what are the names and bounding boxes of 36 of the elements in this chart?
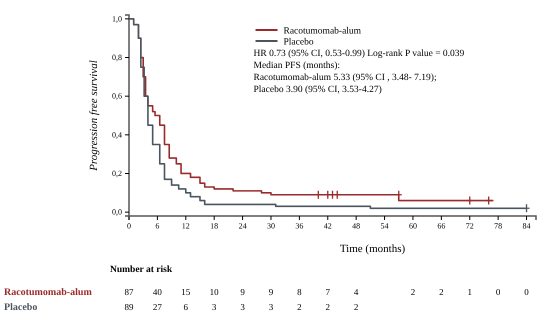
annotation: Median PFS (months): (254, 61, 340, 71)
text: 89 27 6 3 3 3 2 2 2 (124, 302, 358, 312)
x-tick-label: 36 (295, 222, 304, 231)
x-tick-label: 6 (155, 222, 160, 231)
y-tick-label: 0,8 (112, 53, 122, 62)
annotation: HR 0.73 (95% CI, 0.53-0.99) Log-rank P value = 0.039 (254, 49, 465, 59)
annotation: Placebo 3.90 (95% CI, 3.53-4.27) (254, 85, 382, 95)
text: 87 40 15 10 9 9 8 7 4 2 2 1 0 0 (124, 287, 529, 297)
y-tick-label: 0,6 (112, 92, 122, 101)
x-tick-label: 18 (210, 222, 218, 231)
x-tick-label: 54 (380, 222, 389, 231)
y-axis-title: Progression free survival (88, 60, 100, 172)
text: Number at risk (110, 265, 173, 275)
x-tick-label: 12 (182, 222, 190, 231)
x-tick-label: 72 (466, 222, 474, 231)
x-tick-label: 42 (324, 222, 332, 231)
x-axis-title: Time (months) (340, 243, 406, 255)
point (485, 196, 492, 206)
x-tick-label: 60 (408, 222, 417, 231)
point (466, 196, 474, 206)
legend-label: Racotumomab-alum (284, 26, 362, 36)
x-tick-label: 78 (494, 222, 502, 231)
y-tick-label: 1,0 (112, 14, 122, 24)
annotation: Racotumomab-alum 5.33 (95% CI , 3.48- 7.19); (254, 73, 437, 83)
y-tick-label: 0,4 (112, 130, 122, 140)
x-tick-label: 24 (238, 222, 247, 231)
y-tick-label: 0,2 (112, 169, 122, 178)
text: Racotumomab-alum (4, 287, 92, 298)
legend-label: Placebo (284, 38, 314, 48)
x-tick-label: 84 (522, 222, 531, 231)
x-tick-label: 48 (352, 222, 360, 231)
x-tick-label: 30 (266, 222, 275, 231)
x-tick-label: 0 (127, 222, 131, 231)
text: Placebo (4, 302, 38, 313)
y-tick-label: 0,0 (112, 208, 122, 217)
x-tick-label: 66 (437, 222, 446, 231)
